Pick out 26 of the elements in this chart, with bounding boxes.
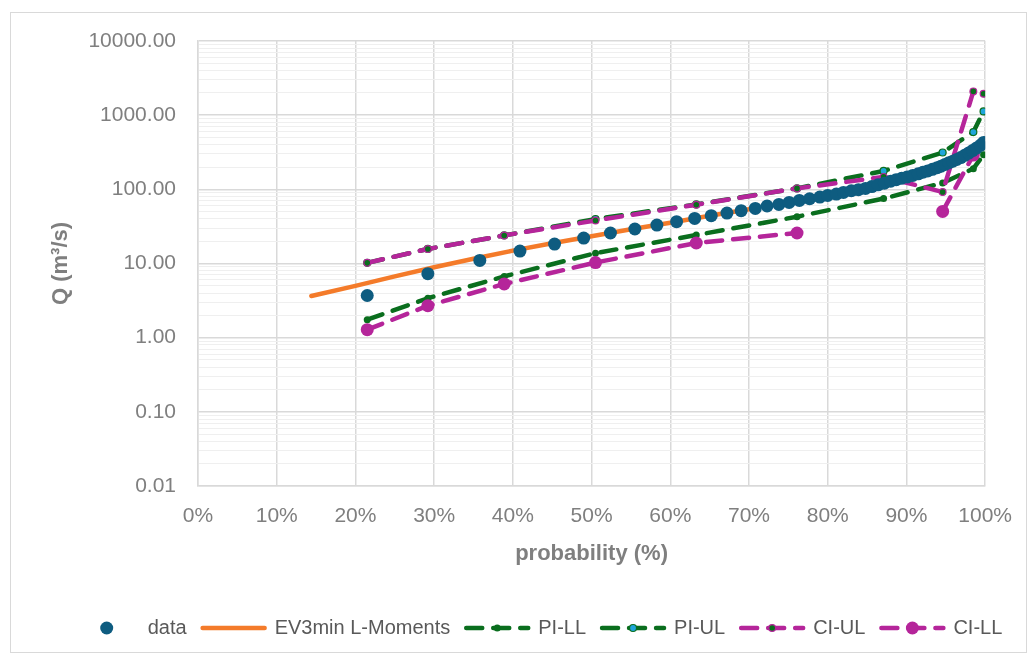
- x-tick-label: 20%: [334, 503, 377, 527]
- x-tick-label: 50%: [570, 503, 613, 527]
- y-axis-title: Q (m³/s): [47, 221, 73, 306]
- y-tick-label: 10.00: [123, 250, 176, 274]
- x-tick-label: 30%: [413, 503, 456, 527]
- y-tick-label: 1.00: [135, 324, 176, 348]
- x-tick-label: 100%: [958, 503, 1012, 527]
- x-tick-label: 10%: [255, 503, 298, 527]
- y-tick-label: 1000.00: [100, 101, 176, 125]
- x-tick-label: 70%: [727, 503, 771, 527]
- legend-label: PI-UL: [674, 615, 726, 638]
- x-tick-label: 60%: [649, 503, 692, 527]
- y-tick-label: 100.00: [111, 176, 176, 200]
- y-tick-label: 0.10: [135, 398, 176, 422]
- x-tick-label: 80%: [806, 503, 849, 527]
- x-tick-label: 0%: [182, 503, 214, 527]
- x-axis-title: probability (%): [515, 539, 668, 565]
- y-tick-label: 0.01: [135, 472, 176, 496]
- legend-label: EV3min L-Moments: [274, 615, 451, 638]
- legend-label: PI-LL: [538, 615, 587, 638]
- legend-label: CI-UL: [813, 615, 866, 638]
- legend-label: data: [147, 615, 188, 638]
- y-tick-label: 10000.00: [88, 27, 176, 51]
- x-tick-label: 90%: [885, 503, 928, 527]
- legend-label: CI-LL: [953, 615, 1003, 638]
- x-tick-label: 40%: [491, 503, 534, 527]
